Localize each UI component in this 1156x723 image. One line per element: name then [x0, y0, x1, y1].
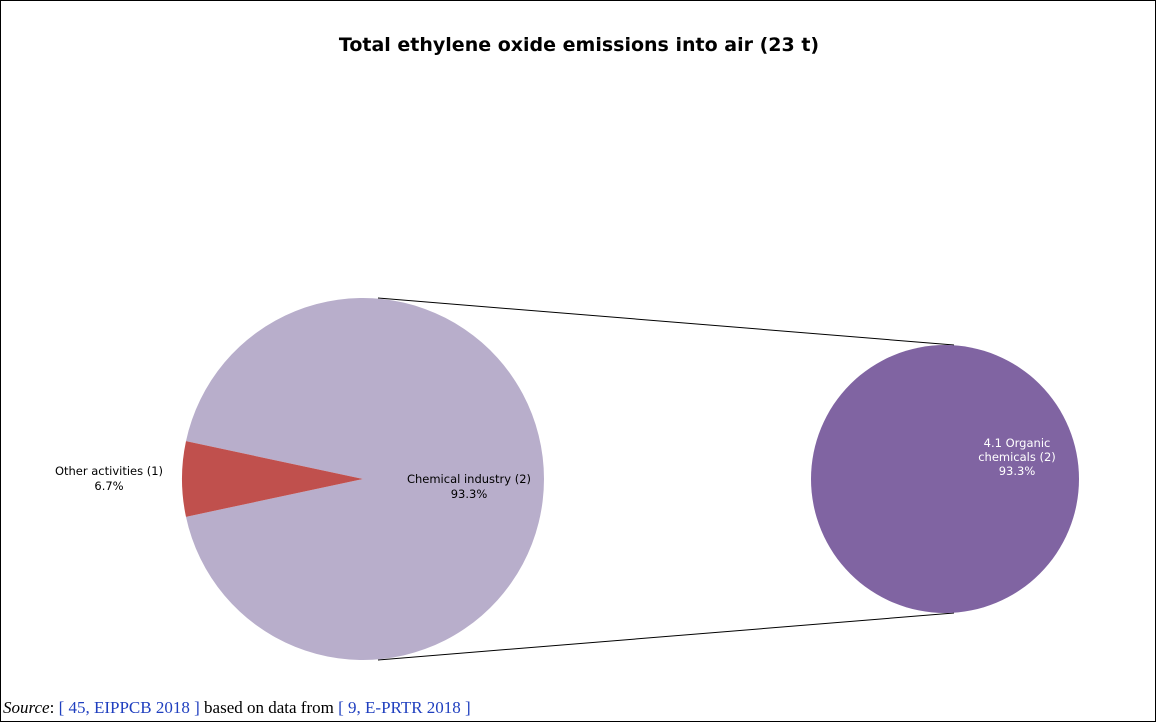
label-other-activities-value: 6.7%	[94, 479, 123, 493]
connector-line-top	[377, 297, 955, 346]
pie-slice-chemical-industry	[185, 297, 544, 660]
pie-slice-organic-chemicals	[811, 345, 1079, 613]
connector-line-bottom	[377, 612, 955, 661]
pie-slice-other-activities	[182, 441, 363, 517]
label-organic-chemicals-value: 93.3%	[999, 464, 1036, 478]
caption-separator: :	[49, 698, 59, 717]
label-organic-chemicals-value: chemicals (2)	[978, 450, 1056, 464]
label-chemical-industry: Chemical industry (2)	[407, 472, 531, 486]
label-chemical-industry-value: 93.3%	[451, 487, 488, 501]
figure-source-caption: Source: [ 45, EIPPCB 2018 ] based on dat…	[3, 698, 471, 718]
data-labels: Other activities (1)6.7% Chemical industr…	[55, 436, 1056, 501]
connector-lines	[377, 297, 955, 661]
source-label: Source	[3, 698, 50, 717]
secondary-pie	[811, 345, 1079, 613]
main-pie	[182, 297, 544, 660]
label-organic-chemicals: 4.1 Organic	[984, 436, 1051, 450]
label-other-activities: Other activities (1)	[55, 464, 163, 478]
caption-middle-text: based on data from	[199, 698, 339, 717]
reference-link-eprtr[interactable]: [ 9, E-PRTR 2018 ]	[338, 698, 471, 717]
chart-title: Total ethylene oxide emissions into air …	[339, 34, 819, 56]
reference-link-eippcb[interactable]: [ 45, EIPPCB 2018 ]	[58, 698, 200, 717]
